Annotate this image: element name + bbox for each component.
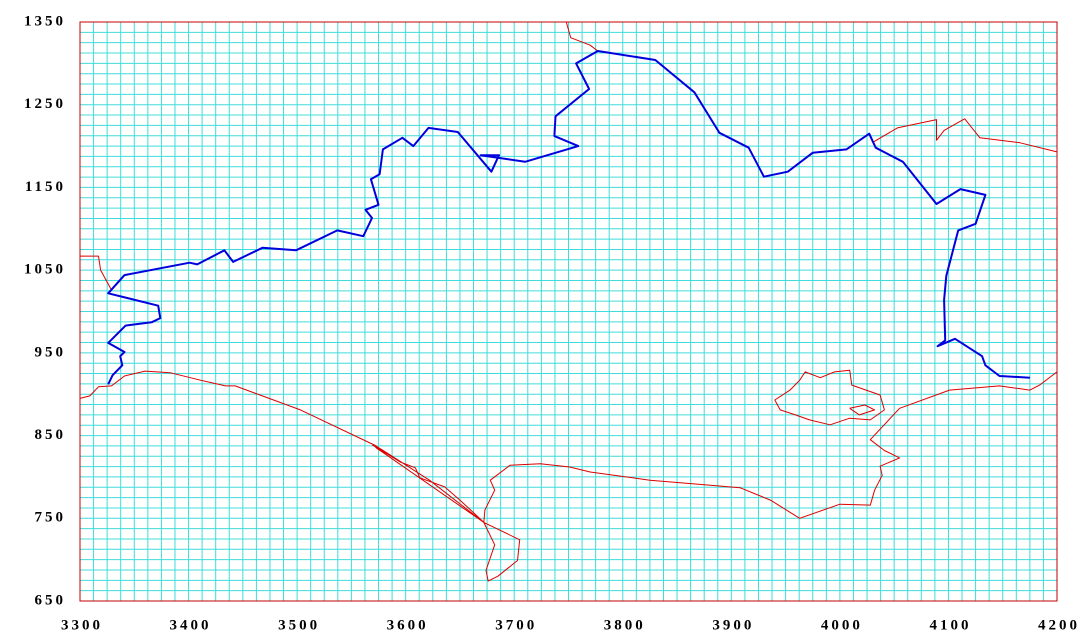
plot-frame	[79, 21, 1058, 602]
x-tick-label: 3500	[278, 617, 320, 633]
series-line	[79, 21, 1058, 582]
y-tick-label: 650	[35, 592, 67, 608]
x-tick-label: 4100	[929, 617, 971, 633]
y-tick-label: 1350	[24, 13, 66, 29]
x-tick-label: 3900	[712, 617, 754, 633]
x-tick-label: 4200	[1038, 617, 1080, 633]
y-tick-label: 1150	[25, 179, 66, 195]
y-tick-label: 1250	[24, 96, 66, 112]
y-tick-label: 850	[35, 427, 67, 443]
x-tick-label: 3300	[61, 617, 103, 633]
series-line	[107, 50, 1030, 385]
x-tick-label: 3400	[170, 617, 212, 633]
x-tick-label: 3700	[495, 617, 537, 633]
x-tick-label: 4000	[821, 617, 863, 633]
y-tick-label: 950	[35, 344, 67, 360]
x-tick-label: 3600	[387, 617, 429, 633]
y-tick-label: 1050	[24, 262, 66, 278]
x-tick-label: 3800	[604, 617, 646, 633]
y-tick-label: 750	[35, 510, 67, 526]
